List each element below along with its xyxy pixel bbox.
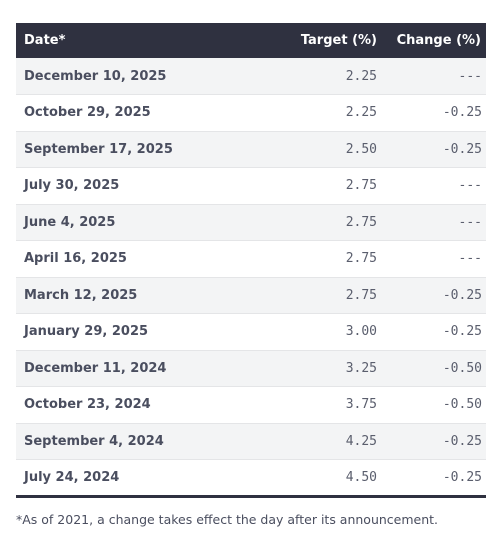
cell-change: -0.25 [383, 313, 486, 351]
cell-date: June 4, 2025 [16, 204, 232, 241]
table-row: July 30, 2025 2.75 --- [16, 167, 486, 205]
cell-date: December 10, 2025 [16, 58, 232, 95]
cell-target: 2.25 [232, 94, 383, 132]
header-row: Date* Target (%) Change (%) [16, 23, 486, 58]
cell-change: -0.50 [383, 350, 486, 387]
cell-change: -0.25 [383, 277, 486, 314]
table-row: January 29, 2025 3.00 -0.25 [16, 313, 486, 351]
cell-date: October 29, 2025 [16, 94, 232, 132]
cell-change: -0.50 [383, 386, 486, 424]
footnote: *As of 2021, a change takes effect the d… [16, 512, 439, 527]
table-row: June 4, 2025 2.75 --- [16, 204, 486, 241]
cell-target: 2.75 [232, 204, 383, 241]
cell-change: --- [383, 240, 486, 278]
table-row: September 17, 2025 2.50 -0.25 [16, 131, 486, 168]
table-row: September 4, 2024 4.25 -0.25 [16, 423, 486, 460]
cell-date: July 30, 2025 [16, 167, 232, 205]
cell-date: April 16, 2025 [16, 240, 232, 278]
cell-change: -0.25 [383, 94, 486, 132]
cell-change: --- [383, 58, 486, 95]
cell-date: September 4, 2024 [16, 423, 232, 460]
cell-target: 4.25 [232, 423, 383, 460]
rates-table: Date* Target (%) Change (%) December 10,… [16, 23, 486, 498]
cell-date: September 17, 2025 [16, 131, 232, 168]
cell-date: March 12, 2025 [16, 277, 232, 314]
column-header-target: Target (%) [300, 33, 377, 48]
column-header-change: Change (%) [396, 33, 481, 48]
table-row: October 23, 2024 3.75 -0.50 [16, 386, 486, 424]
table-row: December 11, 2024 3.25 -0.50 [16, 350, 486, 387]
table-row: October 29, 2025 2.25 -0.25 [16, 94, 486, 132]
cell-change: -0.25 [383, 459, 486, 498]
cell-target: 2.75 [232, 240, 383, 278]
cell-target: 2.75 [232, 167, 383, 205]
cell-target: 4.50 [232, 459, 383, 498]
cell-change: --- [383, 167, 486, 205]
cell-target: 2.25 [232, 58, 383, 95]
table-row: July 24, 2024 4.50 -0.25 [16, 459, 486, 498]
cell-date: December 11, 2024 [16, 350, 232, 387]
cell-change: -0.25 [383, 423, 486, 460]
cell-target: 2.75 [232, 277, 383, 314]
cell-date: July 24, 2024 [16, 459, 232, 498]
cell-target: 3.00 [232, 313, 383, 351]
cell-target: 3.75 [232, 386, 383, 424]
table-row: December 10, 2025 2.25 --- [16, 58, 486, 95]
cell-date: January 29, 2025 [16, 313, 232, 351]
cell-change: -0.25 [383, 131, 486, 168]
table-row: March 12, 2025 2.75 -0.25 [16, 277, 486, 314]
table-header: Date* Target (%) Change (%) [16, 23, 486, 58]
column-header-date: Date* [24, 33, 66, 48]
cell-target: 3.25 [232, 350, 383, 387]
cell-change: --- [383, 204, 486, 241]
cell-date: October 23, 2024 [16, 386, 232, 424]
cell-target: 2.50 [232, 131, 383, 168]
table-body: December 10, 2025 2.25 --- October 29, 2025… [16, 58, 486, 498]
table-row: April 16, 2025 2.75 --- [16, 240, 486, 278]
